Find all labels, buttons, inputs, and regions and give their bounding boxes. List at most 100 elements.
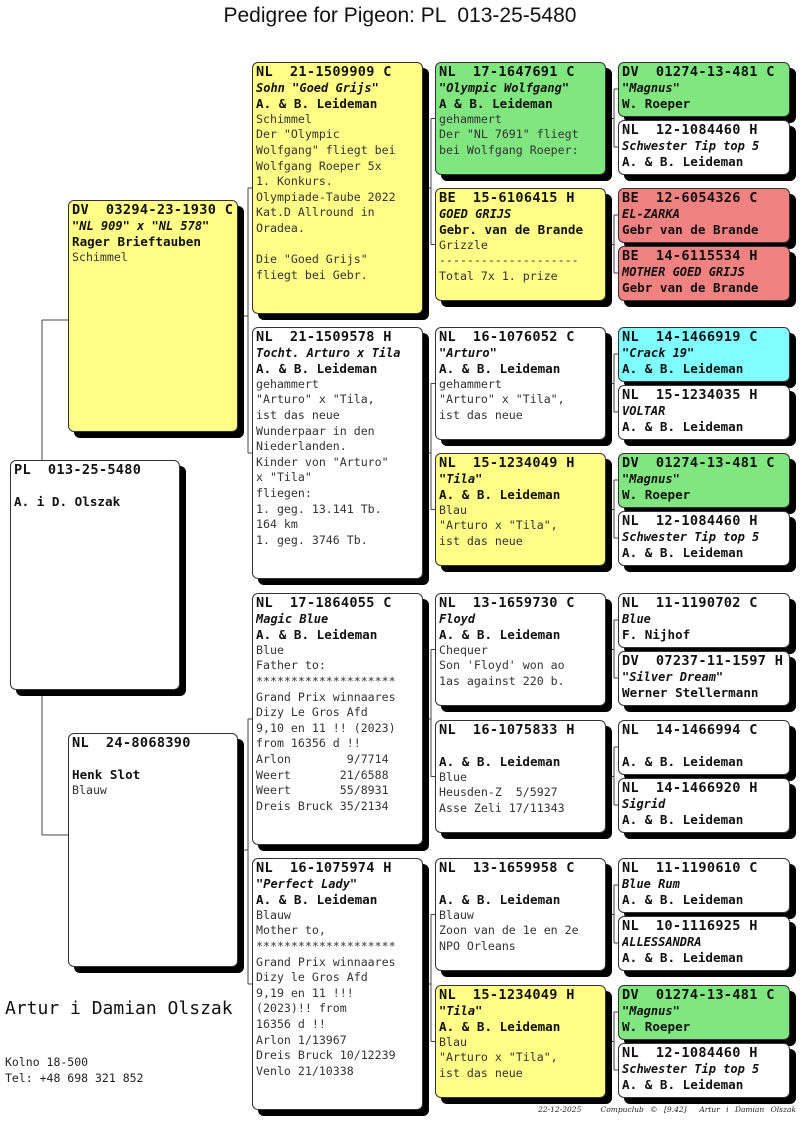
great-great-grandparent-card[interactable]: NL 12-1084460 H Schwester Tip top 5 A. & B… [618, 120, 790, 175]
great-great-grandparent-card[interactable]: NL 14-1466994 C A. & B. Leideman [618, 720, 790, 775]
pigeon-name: "Tila" [439, 1003, 483, 1018]
great-grandparent-card[interactable]: NL 15-1234049 H "Tila" A. & B. Leideman Bla… [435, 985, 606, 1098]
great-great-grandparent-card[interactable]: NL 11-1190702 C Blue F. Nijhof [618, 593, 790, 648]
pigeon-name: Schwester Tip top 5 [622, 529, 760, 544]
great-great-grandparent-card[interactable]: DV 01274-13-481 C "Magnus" W. Roeper [618, 62, 790, 117]
great-great-grandparent-card[interactable]: NL 12-1084460 H Schwester Tip top 5 A. & B… [618, 511, 790, 566]
great-great-grandparent-card[interactable]: NL 11-1190610 C Blue Rum A. & B. Leideman [618, 858, 790, 913]
great-grandparent-card[interactable]: NL 13-1659958 C A. & B. Leideman Blauw Zoon… [435, 858, 606, 971]
pigeon-note: 164 km [256, 517, 298, 532]
sire-card[interactable]: DV 03294-23-1930 C "NL 909" x "NL 578" Rag… [68, 200, 238, 432]
footer-owner: Artur i Damian Olszak [699, 1105, 796, 1114]
pigeon-note: Weert 21/6588 [256, 767, 389, 782]
grandparent-card[interactable]: NL 16-1075974 H "Perfect Lady" A. & B. Lei… [252, 858, 423, 1110]
pigeon-name [14, 479, 176, 495]
pigeon-note: fliegen: [256, 485, 312, 500]
ring-number: NL 11-1190702 C [622, 596, 758, 611]
pigeon-name: Blue Rum [622, 876, 680, 891]
pigeon-note: Asse Zeli 17/11343 [439, 800, 565, 815]
great-grandparent-card[interactable]: NL 13-1659730 C Floyd A. & B. Leideman Cheq… [435, 593, 606, 706]
pigeon-name: "Magnus" [622, 80, 680, 95]
pigeon-owner: A. & B. Leideman [439, 627, 561, 643]
pigeon-owner: A. & B. Leideman [622, 545, 744, 561]
pigeon-note: (2023)!! from [256, 1001, 347, 1016]
ring-number: NL 14-1466919 C [622, 330, 758, 345]
great-great-grandparent-card[interactable]: NL 14-1466920 H Sigrid A. & B. Leideman [618, 778, 790, 833]
ring-number: DV 01274-13-481 C [622, 988, 775, 1003]
ring-number: DV 01274-13-481 C [622, 65, 775, 80]
page-title: Pedigree for Pigeon: PL 013-25-5480 [223, 4, 577, 27]
pigeon-note: "Arturo x "Tila", [439, 1050, 558, 1065]
footer-software: Compuclub © [9.42] [600, 1105, 687, 1114]
ring-number: NL 16-1075974 H [256, 861, 392, 876]
pigeon-note: 16356 d !! [256, 1016, 326, 1031]
pigeon-note: Dreis Bruck 10/12239 [256, 1048, 396, 1063]
pigeon-name [439, 877, 602, 893]
pigeon-note: Arlon 9/7714 [256, 751, 389, 766]
pigeon-name: Sohn "Goed Grijs" [256, 80, 379, 95]
ring-number: BE 14-6115534 H [622, 249, 758, 264]
great-great-grandparent-card[interactable]: BE 14-6115534 H MOTHER GOED GRIJS Gebr van… [618, 246, 790, 301]
pigeon-owner: Gebr van de Brande [622, 280, 759, 296]
pigeon-name: Tocht. Arturo x Tila [256, 345, 401, 360]
pigeon-owner: A. & B. Leideman [256, 96, 378, 112]
pigeon-note: Oradea. [256, 220, 305, 235]
great-great-grandparent-card[interactable]: BE 12-6054326 C EL-ZARKA Gebr van de Brand… [618, 188, 790, 243]
great-great-grandparent-card[interactable]: NL 12-1084460 H Schwester Tip top 5 A. & B… [618, 1043, 790, 1098]
ring-number: NL 15-1234035 H [622, 388, 758, 403]
pigeon-note: Der "NL 7691" fliegt [439, 127, 579, 142]
grandparent-card[interactable]: NL 17-1864055 C Magic Blue A. & B. Leidema… [252, 593, 423, 845]
pigeon-note: gehammert [439, 111, 502, 126]
footer-date: 22-12-2025 [538, 1105, 582, 1114]
pigeon-owner: A. & B. Leideman [439, 892, 561, 908]
great-great-grandparent-card[interactable]: NL 14-1466919 C "Crack 19" A. & B. Leidema… [618, 327, 790, 382]
pigeon-note: x "Tila" [256, 470, 312, 485]
great-grandparent-card[interactable]: NL 15-1234049 H "Tila" A. & B. Leideman Bla… [435, 453, 606, 566]
pigeon-note: 9,19 en 11 !!! [256, 985, 354, 1000]
great-great-grandparent-card[interactable]: DV 01274-13-481 C "Magnus" W. Roeper [618, 985, 790, 1040]
pigeon-note: 1as against 220 b. [439, 673, 565, 688]
subject-pigeon-card[interactable]: PL 013-25-5480 A. i D. Olszak [10, 460, 180, 690]
great-grandparent-card[interactable]: NL 16-1075833 H A. & B. Leideman Blue Heusd… [435, 720, 606, 833]
pigeon-owner: Rager Brieftauben [72, 234, 201, 250]
pigeon-note: Mother to, [256, 923, 326, 938]
pigeon-name: Schwester Tip top 5 [622, 1061, 760, 1076]
great-great-grandparent-card[interactable]: DV 01274-13-481 C "Magnus" W. Roeper [618, 453, 790, 508]
ring-number: NL 16-1075833 H [439, 723, 575, 738]
pigeon-owner: A. & B. Leideman [622, 1077, 744, 1093]
ring-number: NL 17-1647691 C [439, 65, 575, 80]
ring-number: NL 21-1509909 C [256, 65, 392, 80]
great-great-grandparent-card[interactable]: NL 15-1234035 H VOLTAR A. & B. Leideman [618, 385, 790, 440]
ring-number: NL 11-1190610 C [622, 861, 758, 876]
great-grandparent-card[interactable]: NL 16-1076052 C "Arturo" A. & B. Leideman g… [435, 327, 606, 440]
pigeon-note: Father to: [256, 658, 326, 673]
ring-number: NL 13-1659730 C [439, 596, 575, 611]
pigeon-name: MOTHER GOED GRIJS [622, 264, 745, 279]
pigeon-name [622, 739, 786, 755]
great-great-grandparent-card[interactable]: DV 07237-11-1597 H "Silver Dream" Werner S… [618, 651, 790, 706]
pigeon-name: "Perfect Lady" [256, 876, 358, 891]
pigeon-note: Kat.D Allround in [256, 205, 375, 220]
grandparent-card[interactable]: NL 21-1509909 C Sohn "Goed Grijs" A. & B. … [252, 62, 423, 314]
great-grandparent-card[interactable]: NL 17-1647691 C "Olympic Wolfgang" A & B. … [435, 62, 606, 175]
grandparent-card[interactable]: NL 21-1509578 H Tocht. Arturo x Tila A. & … [252, 327, 423, 579]
pigeon-note: Dreis Bruck 35/2134 [256, 798, 389, 813]
pigeon-name: "Olympic Wolfgang" [439, 80, 570, 95]
ring-number: NL 13-1659958 C [439, 861, 575, 876]
pigeon-note: from 16356 d !! [256, 736, 361, 751]
pigeon-owner: W. Roeper [622, 96, 691, 112]
pigeon-owner: A. & B. Leideman [622, 950, 744, 966]
ring-number: DV 01274-13-481 C [622, 456, 775, 471]
ring-number: NL 21-1509578 H [256, 330, 392, 345]
great-great-grandparent-card[interactable]: NL 10-1116925 H ALLESSANDRA A. & B. Leidem… [618, 916, 790, 971]
great-grandparent-card[interactable]: BE 15-6106415 H GOED GRIJS Gebr. van de Br… [435, 188, 606, 301]
pigeon-note: Weert 55/8931 [256, 783, 389, 798]
ring-number: NL 14-1466920 H [622, 781, 758, 796]
pigeon-owner: Werner Stellermann [622, 685, 759, 701]
dam-card[interactable]: NL 24-8068390 Henk Slot Blauw [68, 733, 238, 967]
ring-number: NL 24-8068390 [72, 736, 191, 751]
breeder-contact: Kolno 18-500 Tel: +48 698 321 852 [5, 1054, 143, 1086]
breeder-name: Artur i Damian Olszak [5, 998, 233, 1019]
pigeon-note: ******************** [256, 938, 396, 953]
